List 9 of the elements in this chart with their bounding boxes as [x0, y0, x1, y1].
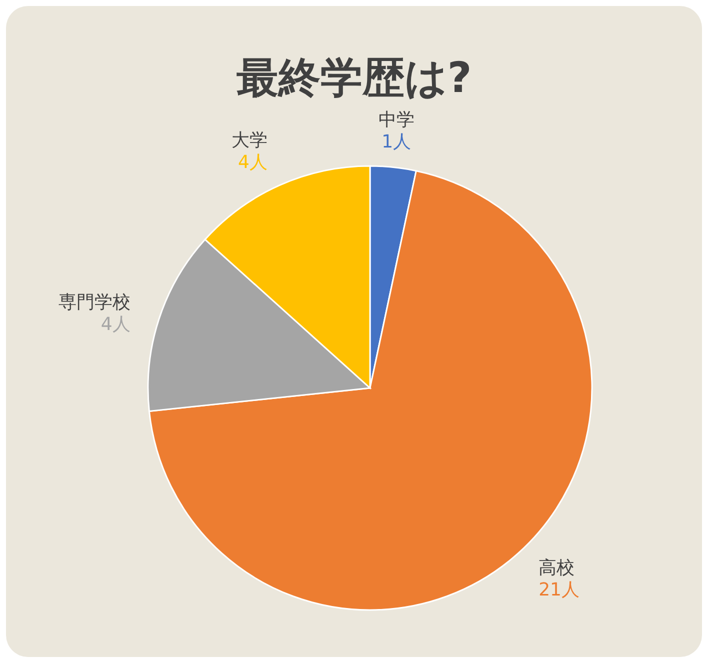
- slice-label: 専門学校: [58, 292, 130, 314]
- slice-label: 中学: [378, 109, 414, 130]
- data-label: 4人: [238, 152, 268, 173]
- data-label: 1人: [382, 131, 412, 152]
- slice-label: 高校: [538, 557, 575, 578]
- data-label: 21人: [538, 579, 580, 600]
- data-label: 4人: [100, 314, 130, 336]
- chart-title: 最終学歴は?: [236, 53, 472, 102]
- slice-label: 大学: [232, 130, 268, 151]
